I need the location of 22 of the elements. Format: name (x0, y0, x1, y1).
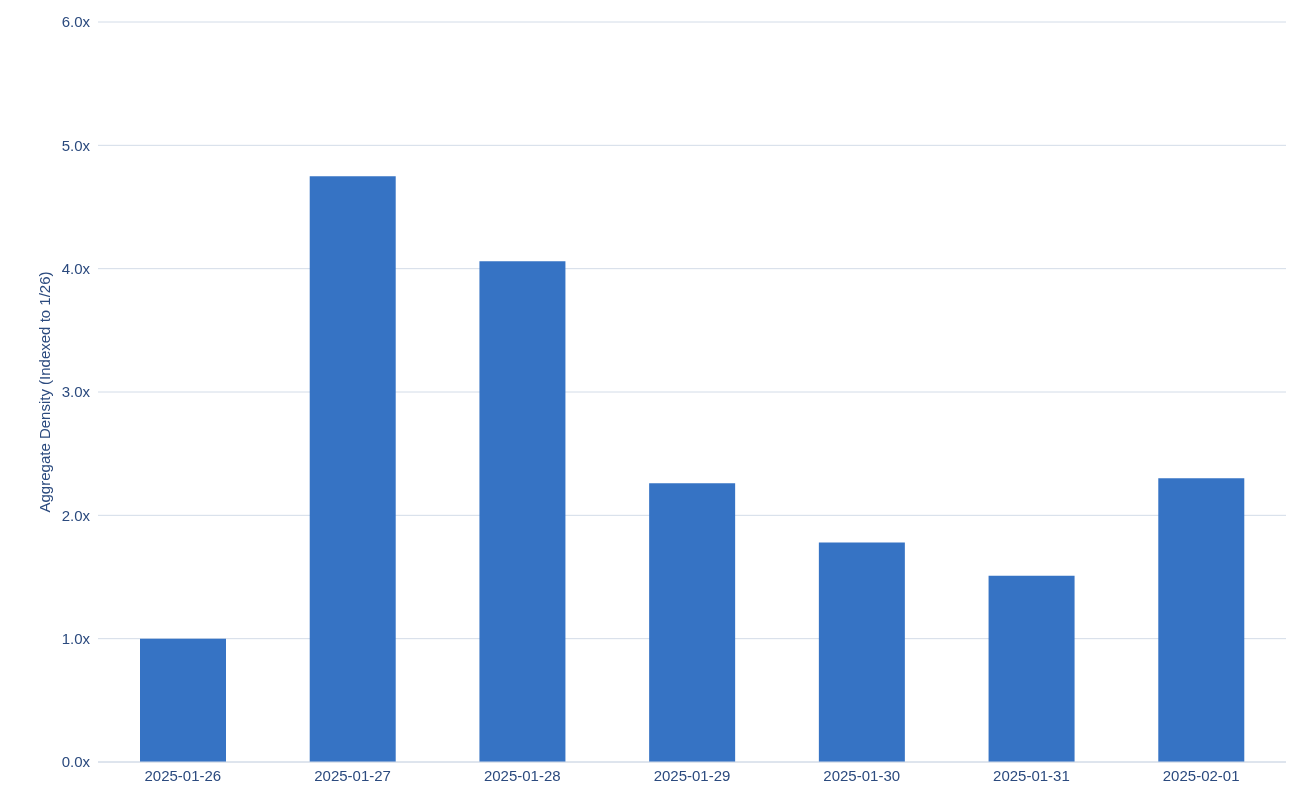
bar (649, 483, 736, 762)
x-tick-label: 2025-01-30 (823, 766, 901, 784)
x-tick-label: 2025-01-29 (653, 766, 731, 784)
bar (1158, 478, 1245, 762)
y-tick-label: 0.0x (61, 753, 91, 771)
x-tick-label: 2025-02-01 (1162, 766, 1240, 784)
y-tick-label: 3.0x (61, 383, 91, 401)
y-axis-title: Aggregate Density (Indexed to 1/26) (36, 271, 54, 513)
bar (818, 542, 905, 762)
y-tick-label: 1.0x (61, 629, 91, 647)
x-tick-label: 2025-01-31 (993, 766, 1070, 784)
x-tick-label: 2025-01-26 (144, 766, 222, 784)
bar (479, 261, 566, 762)
bar (140, 638, 226, 762)
bar (988, 575, 1075, 762)
y-tick-label: 4.0x (61, 259, 91, 277)
y-tick-label: 5.0x (61, 136, 91, 154)
x-tick-label: 2025-01-28 (483, 766, 561, 784)
y-tick-label: 6.0x (61, 13, 91, 31)
x-tick-label: 2025-01-27 (314, 766, 391, 784)
y-tick-label: 2.0x (61, 506, 91, 524)
bar (309, 176, 396, 762)
